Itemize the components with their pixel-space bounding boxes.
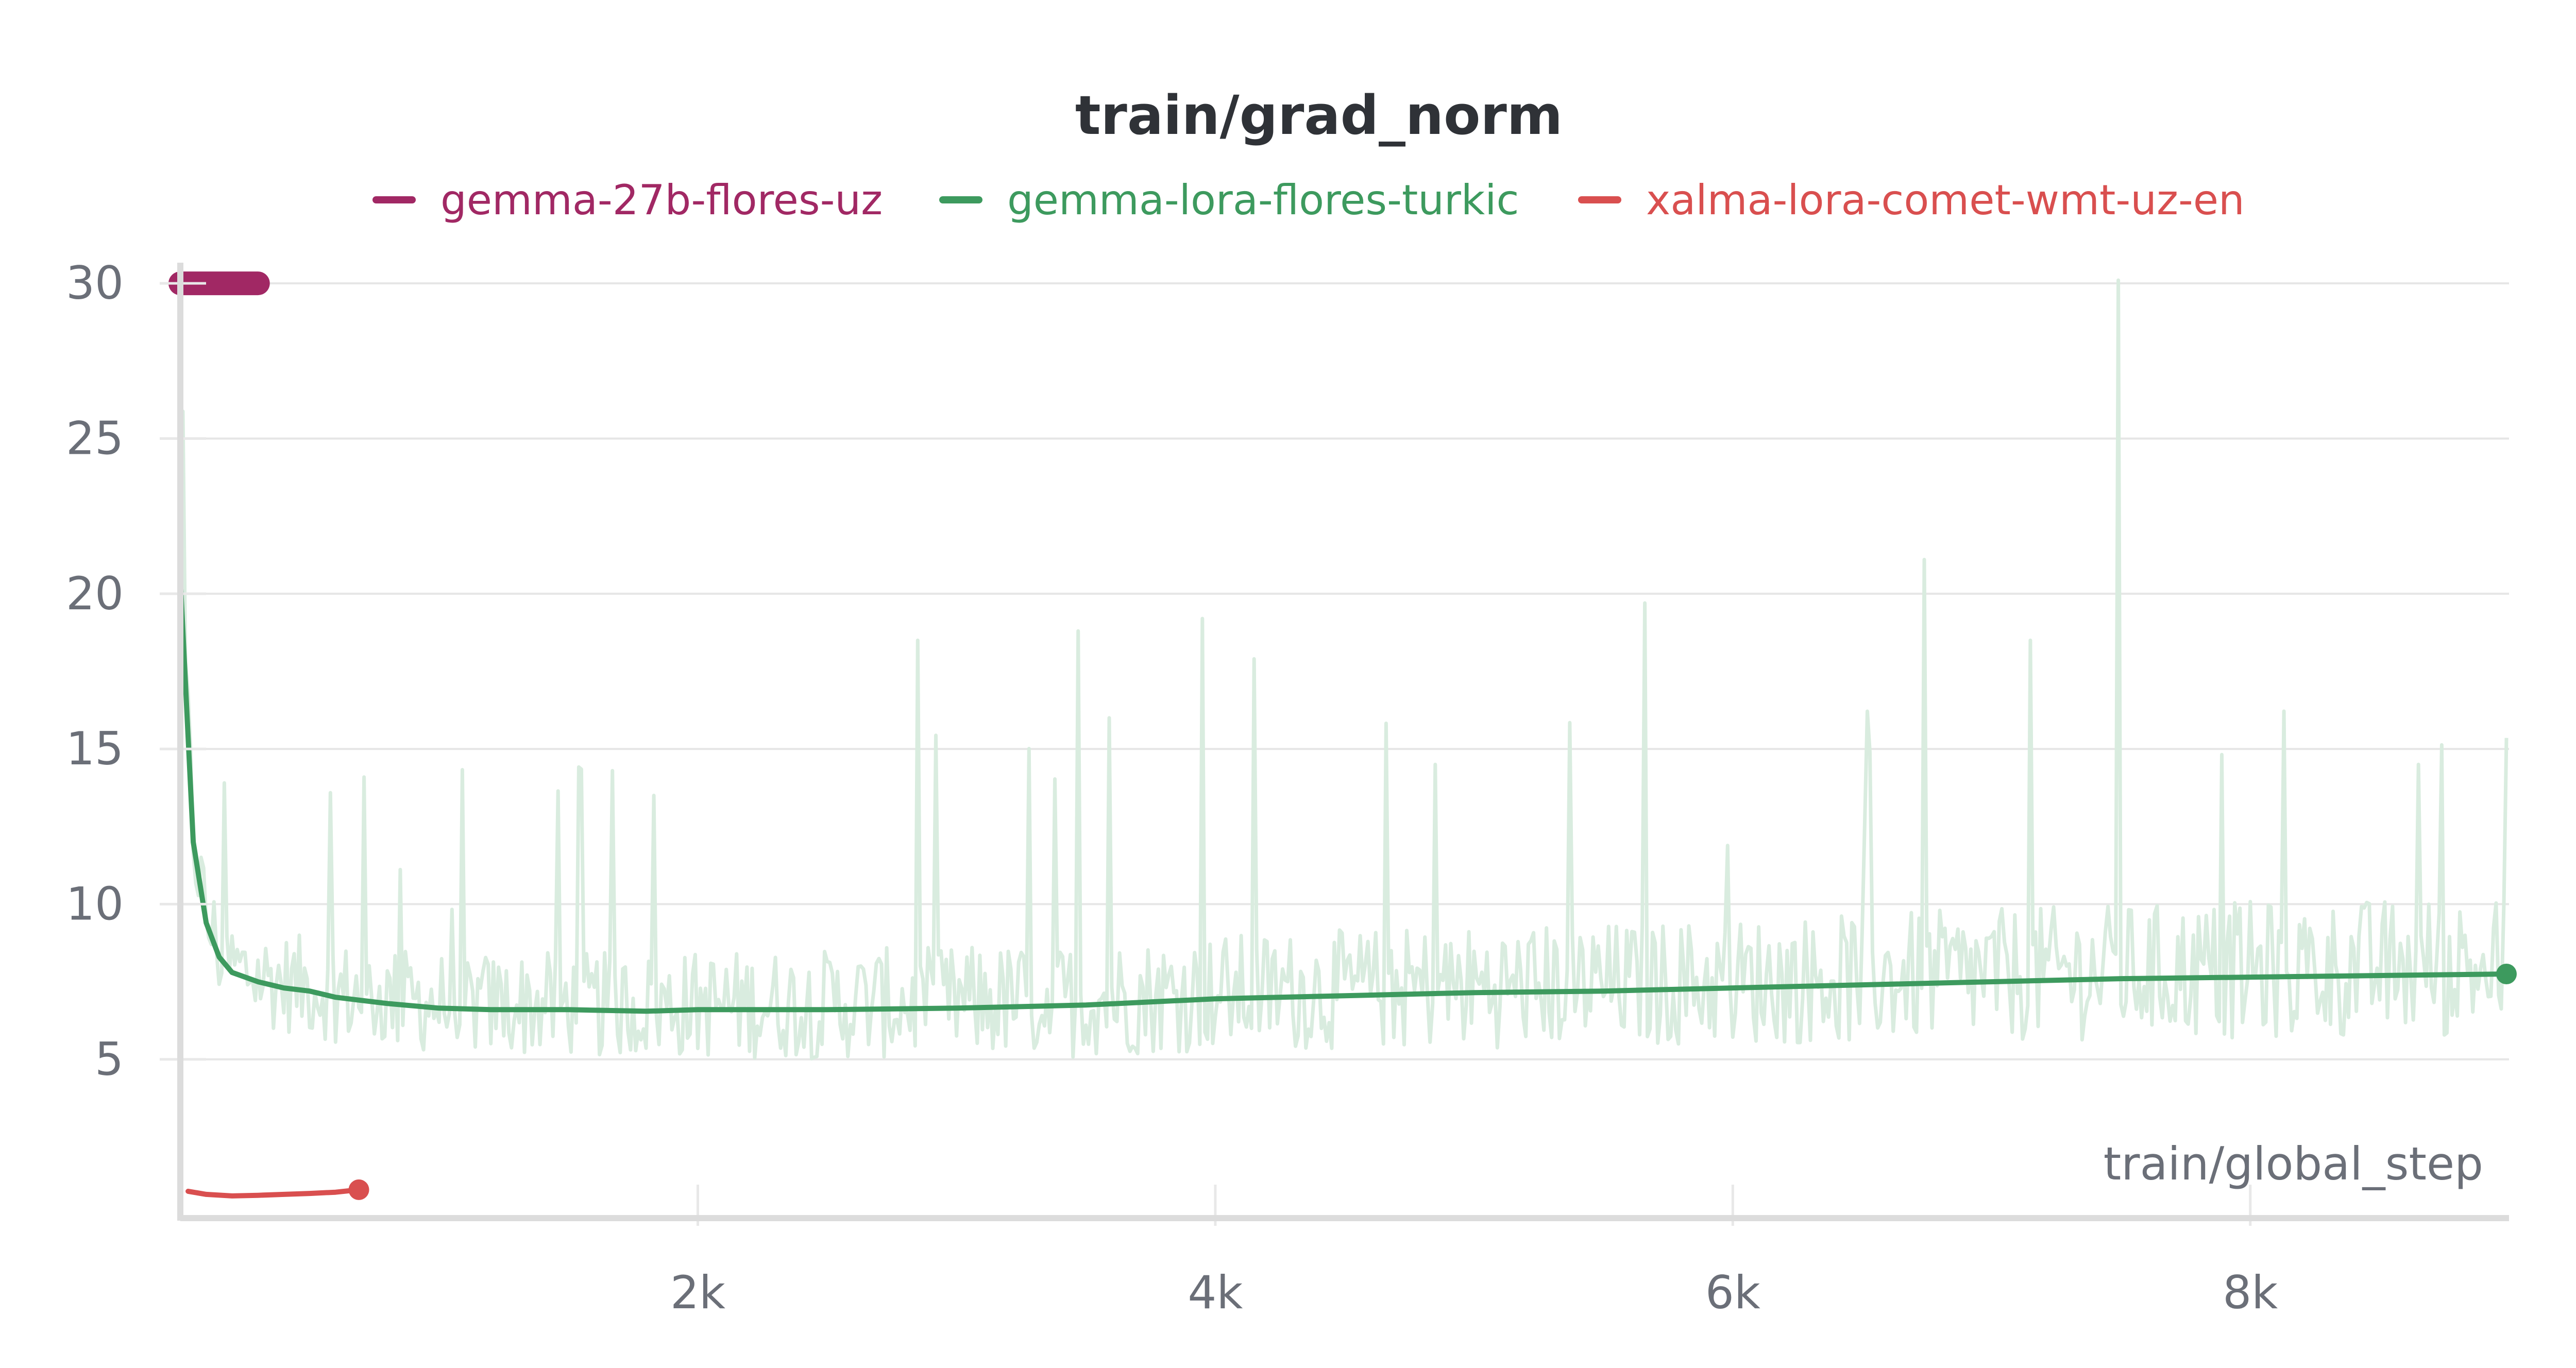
series-line-gemma-lora-flores-turkic: [178, 575, 2509, 1014]
series-raw-line-gemma-lora-flores-turkic: [178, 278, 2509, 1061]
x-tick-label-2k: 2k: [670, 1266, 725, 1319]
series-end-point-gemma-lora-flores-turkic: [2496, 964, 2517, 985]
y-tick-label-15: 15: [66, 722, 124, 775]
legend-label-gemma-27b-flores-uz[interactable]: gemma-27b-flores-uz: [440, 176, 883, 224]
x-tick-label-4k: 4k: [1188, 1266, 1243, 1319]
x-axis-label: train/global_step: [2104, 1137, 2483, 1190]
series-line-xalma-lora-comet-wmt-uz-en: [185, 1187, 362, 1199]
series-layer: [168, 271, 2517, 1200]
legend: gemma-27b-flores-uz gemma-lora-flores-tur…: [372, 176, 2245, 224]
series-end-point-xalma-lora-comet-wmt-uz-en: [348, 1179, 369, 1200]
y-tick-label-10: 10: [66, 877, 124, 930]
legend-label-gemma-lora-flores-turkic[interactable]: gemma-lora-flores-turkic: [1007, 176, 1519, 224]
y-tick-label-25: 25: [66, 412, 124, 465]
y-tick-label-30: 30: [66, 256, 124, 310]
y-tick-label-5: 5: [95, 1033, 124, 1086]
grid-lines: [180, 282, 2509, 1061]
axes: [160, 263, 2509, 1226]
tick-labels: 5 10 15 20 25 30 2k 4k 6k 8k: [66, 256, 2278, 1319]
chart-title: train/grad_norm: [1075, 84, 1563, 147]
legend-label-xalma-lora-comet-wmt-uz-en[interactable]: xalma-lora-comet-wmt-uz-en: [1646, 176, 2245, 224]
x-tick-label-8k: 8k: [2223, 1266, 2278, 1319]
x-tick-label-6k: 6k: [1705, 1266, 1760, 1319]
y-tick-label-20: 20: [66, 567, 124, 620]
raw-data-layer: [178, 278, 2509, 1061]
